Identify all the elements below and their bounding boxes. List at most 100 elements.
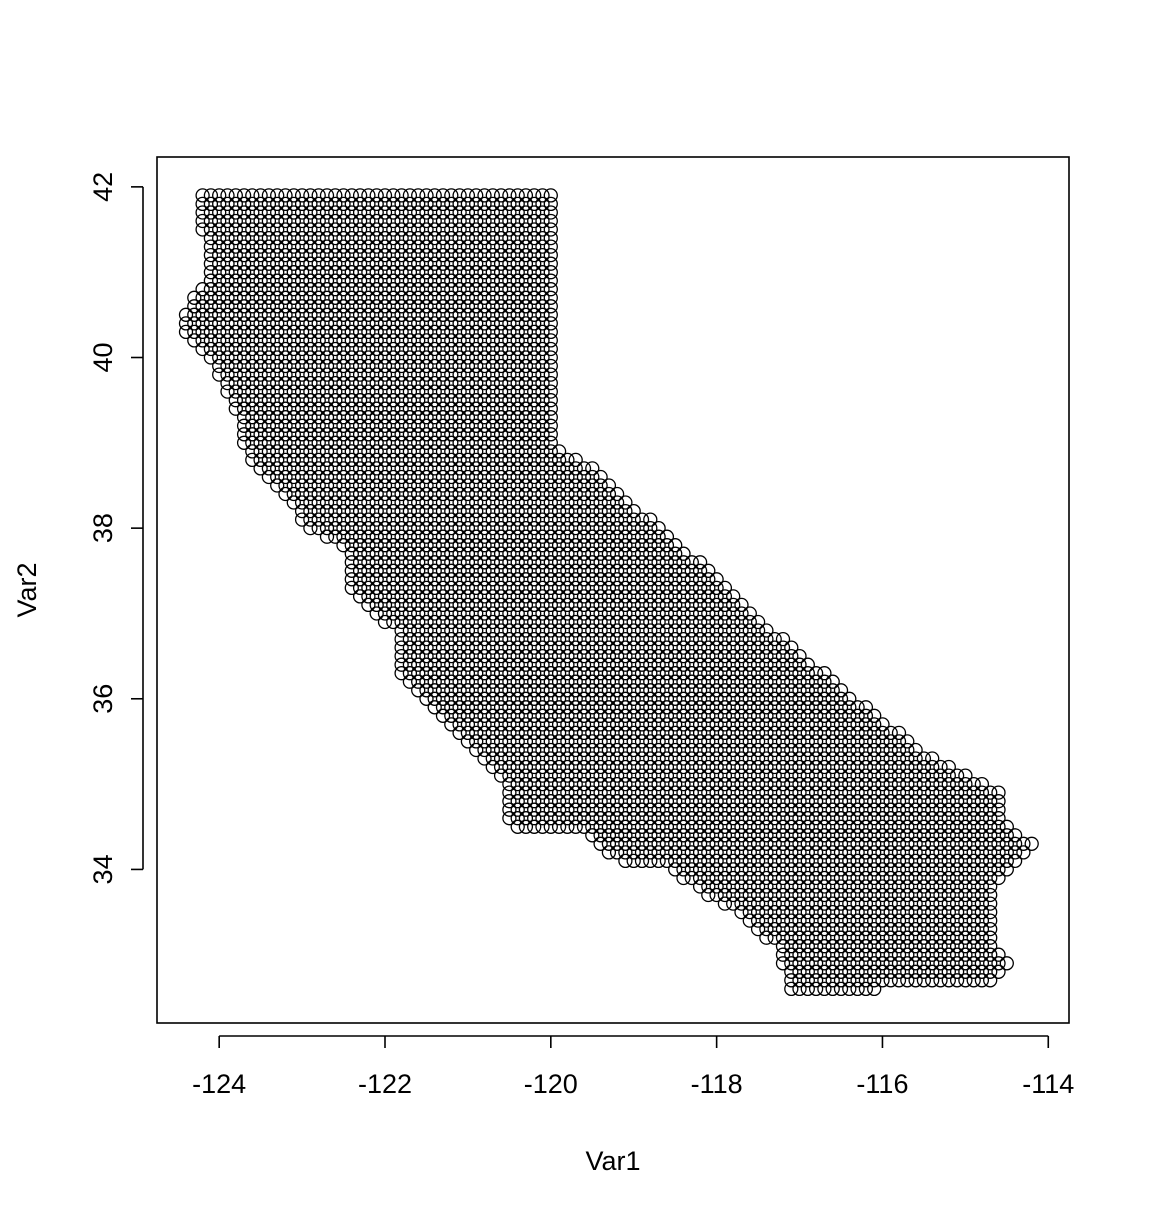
data-point — [643, 785, 658, 800]
data-point — [651, 674, 666, 689]
data-point — [270, 427, 285, 442]
data-point — [469, 486, 484, 502]
data-point — [601, 828, 617, 843]
data-point — [543, 410, 558, 425]
data-point — [775, 785, 791, 800]
data-point — [958, 930, 973, 945]
data-point — [212, 358, 227, 374]
data-point — [759, 845, 774, 860]
data-point — [361, 546, 376, 561]
data-point — [394, 358, 409, 374]
data-point — [900, 742, 915, 758]
data-point — [435, 427, 451, 442]
data-point — [759, 725, 774, 741]
data-point — [444, 495, 459, 510]
data-point — [933, 828, 948, 843]
data-point — [825, 973, 840, 988]
data-point — [692, 734, 708, 749]
data-point — [792, 794, 807, 809]
data-point — [402, 384, 418, 399]
data-point — [336, 435, 351, 450]
data-point — [842, 904, 857, 920]
data-point — [319, 282, 335, 297]
data-point — [311, 410, 326, 425]
data-point — [469, 427, 484, 442]
data-point — [692, 879, 708, 894]
data-point — [618, 725, 633, 741]
data-point — [684, 648, 699, 664]
data-point — [676, 674, 691, 689]
data-point — [245, 205, 260, 220]
data-point — [328, 341, 343, 357]
data-point — [477, 512, 492, 527]
data-point — [900, 870, 915, 886]
data-point — [867, 853, 882, 869]
data-point — [974, 776, 990, 792]
data-point — [419, 674, 434, 689]
data-point — [178, 324, 194, 340]
data-point — [460, 316, 476, 331]
data-point — [527, 683, 542, 698]
data-point — [593, 589, 608, 604]
data-point — [692, 597, 708, 613]
data-point — [734, 742, 749, 758]
data-point — [659, 538, 675, 553]
data-point — [319, 341, 335, 357]
data-point — [236, 393, 252, 408]
data-point — [551, 811, 567, 826]
data-point — [593, 836, 608, 851]
data-point — [328, 299, 343, 314]
data-point — [825, 811, 840, 826]
data-point — [402, 222, 418, 237]
data-point — [958, 845, 973, 860]
data-point — [784, 751, 799, 766]
data-point — [502, 725, 517, 741]
data-point — [734, 887, 749, 903]
data-point — [286, 350, 301, 365]
data-point — [477, 461, 492, 476]
data-point — [767, 657, 782, 672]
data-point — [510, 205, 525, 220]
data-point — [518, 691, 534, 706]
data-point — [734, 666, 749, 681]
data-point — [792, 734, 807, 749]
data-point — [634, 563, 650, 578]
data-point — [933, 845, 948, 860]
data-point — [784, 964, 799, 979]
data-point — [883, 828, 898, 843]
data-point — [377, 265, 393, 280]
data-point — [908, 870, 923, 886]
data-point — [618, 555, 633, 570]
data-point — [543, 213, 558, 229]
data-point — [825, 921, 840, 937]
data-point — [444, 648, 459, 664]
data-point — [502, 503, 517, 519]
data-point — [784, 657, 799, 672]
data-point — [560, 563, 575, 578]
data-point — [568, 640, 583, 655]
data-point — [435, 213, 451, 229]
data-point — [477, 751, 492, 766]
data-point — [601, 768, 617, 783]
data-point — [858, 811, 874, 826]
data-point — [452, 478, 467, 493]
data-point — [618, 589, 633, 604]
data-point — [261, 316, 277, 331]
data-point — [908, 879, 923, 894]
data-point — [452, 461, 467, 476]
data-point — [469, 273, 484, 288]
data-point — [900, 904, 915, 920]
data-point — [444, 435, 459, 450]
data-point — [543, 555, 558, 570]
data-point — [411, 486, 426, 502]
data-point — [493, 759, 509, 775]
data-point — [493, 427, 509, 442]
data-point — [560, 776, 575, 792]
data-point — [974, 921, 990, 937]
data-point — [377, 418, 393, 433]
data-point — [535, 358, 550, 374]
data-point — [477, 367, 492, 382]
data-point — [427, 316, 442, 331]
data-point — [303, 230, 318, 246]
data-point — [303, 435, 318, 450]
